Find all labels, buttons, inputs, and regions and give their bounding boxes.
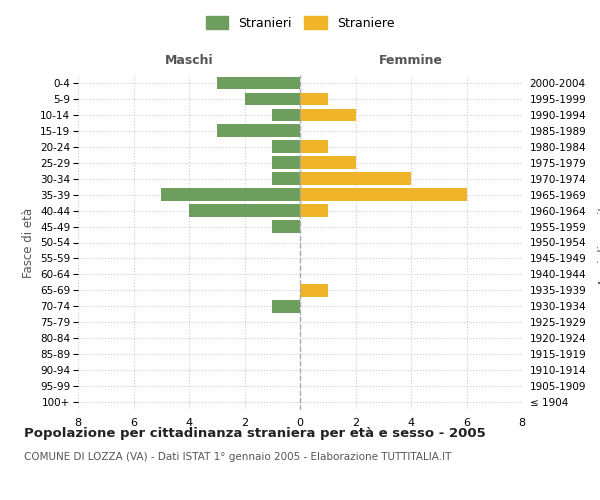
- Bar: [300, 140, 328, 153]
- Bar: [272, 108, 300, 122]
- Bar: [217, 76, 300, 90]
- Bar: [272, 172, 300, 185]
- Bar: [300, 156, 356, 169]
- Text: Maschi: Maschi: [164, 54, 214, 68]
- Bar: [272, 140, 300, 153]
- Text: COMUNE DI LOZZA (VA) - Dati ISTAT 1° gennaio 2005 - Elaborazione TUTTITALIA.IT: COMUNE DI LOZZA (VA) - Dati ISTAT 1° gen…: [24, 452, 451, 462]
- Bar: [272, 220, 300, 233]
- Bar: [272, 156, 300, 169]
- Text: Popolazione per cittadinanza straniera per età e sesso - 2005: Popolazione per cittadinanza straniera p…: [24, 428, 486, 440]
- Bar: [245, 92, 300, 106]
- Bar: [300, 188, 467, 201]
- Bar: [300, 284, 328, 296]
- Bar: [161, 188, 300, 201]
- Bar: [300, 172, 411, 185]
- Legend: Stranieri, Straniere: Stranieri, Straniere: [201, 11, 399, 35]
- Bar: [189, 204, 300, 217]
- Text: Femmine: Femmine: [379, 54, 443, 68]
- Bar: [300, 108, 356, 122]
- Bar: [272, 300, 300, 312]
- Y-axis label: Anni di nascita: Anni di nascita: [598, 199, 600, 286]
- Bar: [300, 204, 328, 217]
- Bar: [300, 92, 328, 106]
- Bar: [217, 124, 300, 137]
- Y-axis label: Fasce di età: Fasce di età: [22, 208, 35, 278]
